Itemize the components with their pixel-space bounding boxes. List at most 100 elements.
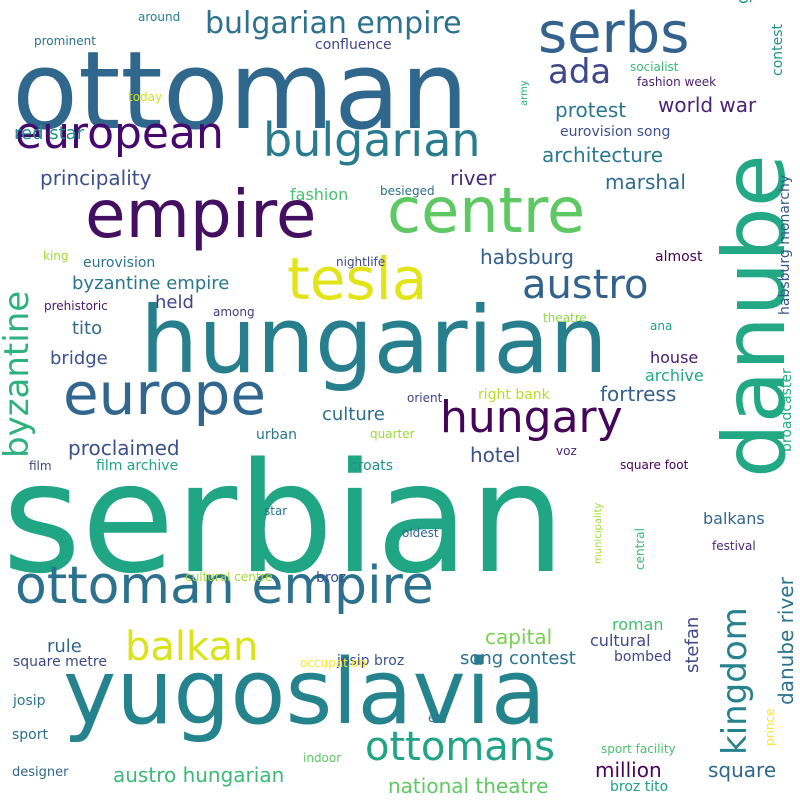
word-yugoslavia: yugoslavia: [63, 640, 546, 745]
word-central: central: [633, 528, 647, 570]
word-star: star: [264, 504, 288, 518]
word-nightlife: nightlife: [336, 255, 386, 269]
word-almost: almost: [655, 249, 703, 265]
word-sport-facility: sport facility: [601, 742, 676, 756]
word-bombed: bombed: [614, 649, 672, 665]
word-cultural: cultural: [590, 631, 651, 650]
word-square-foot: square foot: [620, 458, 689, 472]
word-socialist: socialist: [630, 60, 679, 74]
word-sport: sport: [12, 727, 48, 743]
word-oldest: oldest: [402, 526, 439, 540]
word-etc: etc: [428, 711, 447, 725]
word-tito: tito: [72, 318, 103, 339]
word-film: film: [29, 459, 52, 473]
word-red-star: red star: [14, 123, 85, 144]
word-culture: culture: [322, 404, 385, 425]
word-tesla: tesla: [287, 245, 428, 313]
word-broz: broz: [316, 570, 347, 586]
word-prominent: prominent: [34, 34, 96, 48]
word-world-war: world war: [658, 93, 757, 117]
word-fashion-week: fashion week: [637, 75, 717, 89]
word-habsburg-monarchy: habsburg monarchy: [777, 174, 793, 315]
word-principality: principality: [40, 166, 152, 190]
word-film-archive: film archive: [96, 458, 179, 474]
word-hungary: hungary: [440, 392, 623, 443]
word-capital: capital: [485, 625, 553, 649]
word-serbian: serbian: [2, 430, 566, 607]
word-byzantine-empire: byzantine empire: [72, 273, 230, 294]
word-national-theatre: national theatre: [388, 774, 549, 798]
word-million: million: [595, 758, 662, 782]
word-contest: contest: [770, 23, 786, 76]
word-european: european: [15, 108, 224, 159]
word-ottomans: ottomans: [365, 724, 555, 770]
word-hungarian: hungarian: [140, 287, 608, 394]
word-bulgarian-empire: bulgarian empire: [205, 6, 462, 41]
word-among: among: [213, 305, 255, 319]
word-danube-river: danube river: [774, 577, 798, 705]
word-empire: empire: [85, 176, 317, 253]
word-eurovision-song: eurovision song: [560, 124, 671, 140]
word-kingdom: kingdom: [715, 607, 755, 755]
word-river: river: [450, 166, 497, 190]
word-fortress: fortress: [600, 382, 677, 406]
word-austro-hungarian: austro hungarian: [113, 763, 285, 787]
word-bulgarian: bulgarian: [263, 113, 481, 167]
word-around: around: [138, 10, 181, 24]
word-house: house: [650, 348, 699, 367]
word-festival: festival: [712, 539, 756, 553]
word-confluence: confluence: [315, 37, 392, 53]
word-indoor: indoor: [303, 751, 342, 765]
word-army: army: [519, 80, 530, 106]
word-eurovision: eurovision: [83, 255, 156, 271]
word-proclaimed: proclaimed: [68, 436, 180, 460]
word-prince: prince: [763, 708, 777, 746]
word-square-metre: square metre: [13, 654, 107, 670]
word-designer: designer: [12, 765, 69, 780]
word-architecture: architecture: [542, 143, 664, 167]
word-municipality: municipality: [593, 502, 604, 564]
word-broz-tito: broz tito: [610, 779, 669, 795]
word-ottoman: ottoman: [12, 29, 469, 154]
word-held: held: [155, 292, 194, 313]
word-josip: josip: [13, 693, 46, 709]
word-broadcaster: broadcaster: [779, 368, 795, 452]
word-bridge: bridge: [50, 348, 108, 369]
word-marshal: marshal: [605, 170, 686, 194]
word-prehistoric: prehistoric: [44, 299, 108, 313]
word-balkans: balkans: [703, 509, 765, 528]
word-stefan: stefan: [682, 616, 703, 673]
word-josip-broz: josip broz: [337, 653, 405, 669]
word-german: german: [733, 0, 752, 4]
word-right-bank: right bank: [478, 387, 550, 403]
word-quarter: quarter: [370, 427, 415, 441]
word-croats: croats: [350, 458, 394, 474]
word-square: square: [708, 758, 777, 782]
word-besieged: besieged: [380, 184, 435, 198]
word-protest: protest: [555, 98, 627, 122]
word-europe: europe: [63, 360, 266, 428]
word-rule: rule: [47, 636, 82, 657]
word-theatre: theatre: [543, 311, 587, 325]
word-balkan: balkan: [125, 624, 259, 670]
word-today: today: [128, 90, 163, 104]
word-ada: ada: [548, 52, 612, 92]
word-song-contest: song contest: [460, 648, 576, 669]
word-fashion: fashion: [290, 185, 349, 204]
word-ottoman-empire: ottoman empire: [15, 556, 434, 616]
word-archive: archive: [645, 366, 704, 385]
word-ana: ana: [650, 319, 673, 333]
word-cultural-centre: cultural centre: [185, 570, 273, 584]
word-voz: voz: [556, 444, 577, 458]
word-habsburg: habsburg: [480, 245, 574, 269]
word-king: king: [43, 249, 69, 263]
word-hotel: hotel: [470, 443, 521, 467]
word-orient: orient: [407, 391, 443, 405]
word-centre: centre: [387, 174, 586, 247]
word-austro: austro: [522, 262, 649, 308]
word-occupation: occupation: [300, 656, 367, 670]
word-urban: urban: [256, 427, 297, 443]
word-byzantine: byzantine: [0, 290, 37, 458]
word-roman: roman: [612, 615, 664, 634]
